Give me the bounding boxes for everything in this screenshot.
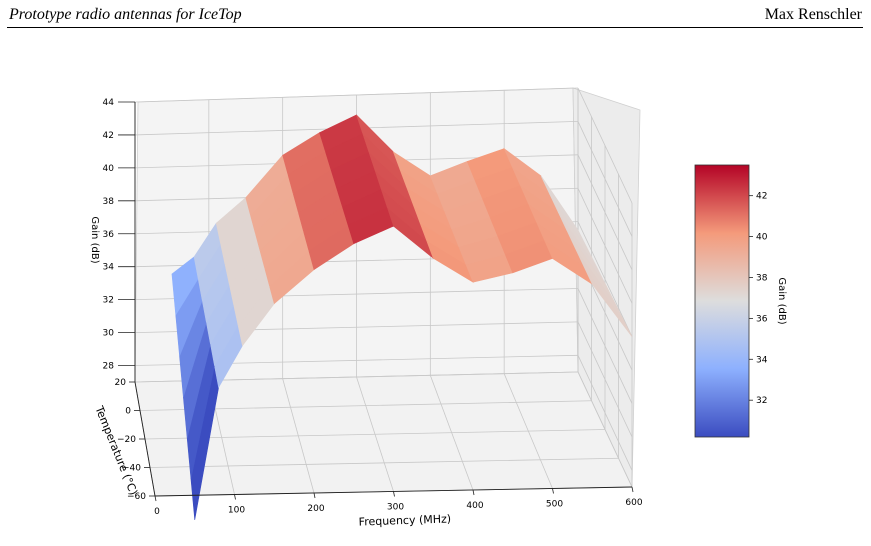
- y-tick-label: 0: [125, 407, 131, 417]
- z-tick-label: 28: [103, 362, 115, 372]
- y-tick-label: −20: [117, 435, 136, 445]
- running-head: Prototype radio antennas for IceTop Max …: [0, 0, 871, 30]
- z-tick-label: 38: [103, 197, 115, 207]
- running-head-title: Prototype radio antennas for IceTop: [9, 6, 242, 23]
- side-grid-gain: [577, 221, 633, 337]
- side-grid-gain: [577, 154, 633, 270]
- x-tick-mark: [234, 494, 236, 500]
- x-tick-label: 300: [387, 503, 404, 513]
- x-tick-label: 100: [228, 506, 245, 516]
- running-head-author: Max Renschler: [764, 6, 862, 23]
- z-tick-label: 42: [103, 131, 114, 141]
- surface-cell: [540, 175, 588, 248]
- x-tick-label: 500: [546, 500, 563, 510]
- x-tick-label: 400: [466, 501, 483, 511]
- colorbar-tick-label: 38: [756, 273, 768, 283]
- z-tick-label: 36: [103, 230, 115, 240]
- z-tick-label: 30: [103, 329, 115, 339]
- side-grid-gain: [577, 355, 633, 471]
- colorbar: 42 40 38 36 34 32 Gain (dB): [694, 164, 787, 438]
- colorbar-gradient: [694, 164, 750, 438]
- z-tick-label: 44: [103, 98, 115, 108]
- colorbar-tick-label: 32: [756, 396, 767, 406]
- colorbar-ticks: 42 40 38 36 34 32: [749, 192, 768, 406]
- colorbar-tick-label: 36: [756, 314, 768, 324]
- x-tick-label: 0: [154, 507, 160, 517]
- side-grid-gain: [577, 188, 633, 304]
- side-grid-gain: [577, 87, 633, 204]
- x-tick-mark: [472, 489, 475, 496]
- x-tick-mark: [552, 488, 554, 494]
- x-tick-mark: [154, 495, 157, 502]
- x-tick-label: 600: [625, 498, 642, 508]
- x-tick-mark: [631, 486, 634, 493]
- side-grid-gain: [577, 121, 633, 237]
- x-tick-label: 200: [307, 504, 324, 514]
- y-axis-label: Temperature (°C): [92, 403, 140, 497]
- y-tick-label: 20: [115, 378, 127, 388]
- colorbar-tick-label: 34: [756, 355, 768, 365]
- back-grid-gain: [134, 87, 579, 103]
- y-tick-label: −40: [122, 464, 141, 474]
- z-tick-label: 40: [103, 164, 115, 174]
- colorbar-label: Gain (dB): [776, 277, 787, 324]
- side-grid-gain: [577, 321, 633, 438]
- x-tick-mark: [313, 492, 316, 499]
- surface-mesh: [171, 114, 633, 521]
- header-rule: [7, 27, 863, 28]
- floor-grid-temp: [139, 400, 592, 411]
- floor-grid-temp: [149, 457, 619, 468]
- floor-grid-temp: [144, 429, 606, 440]
- colorbar-tick-label: 42: [756, 192, 767, 202]
- x-tick-mark: [393, 491, 395, 497]
- colorbar-tick-label: 40: [756, 233, 768, 243]
- side-grid-gain: [577, 288, 633, 404]
- y-tick-label: −60: [127, 492, 146, 502]
- axes: 0 100 200 300 400 500 600200−20−40−60444240383…: [103, 98, 643, 517]
- z-tick-label: 32: [103, 296, 114, 306]
- z-axis-label: Gain (dB): [89, 216, 100, 263]
- x-axis-label: Frequency (MHz): [358, 512, 451, 528]
- z-tick-label: 34: [103, 263, 115, 273]
